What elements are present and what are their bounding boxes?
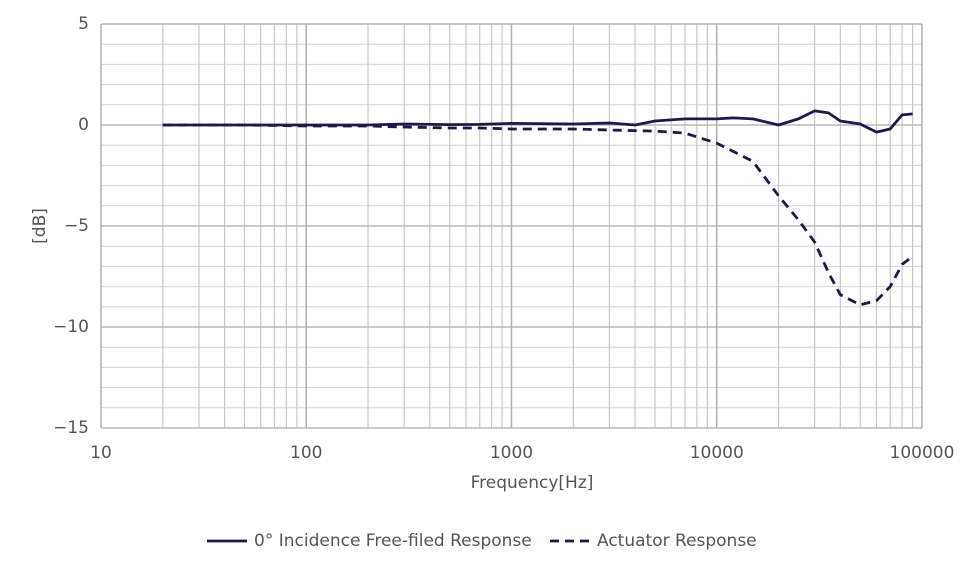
legend-label: Actuator Response [597,531,757,551]
y-axis-label: [dB] [30,208,50,244]
y-tick-label: −5 [64,216,89,236]
x-tick-label: 100000 [890,443,955,463]
x-axis-label: Frequency[Hz] [471,473,594,493]
series-line [162,123,914,307]
y-tick-label: 5 [78,14,89,34]
legend-label: 0° Incidence Free-filed Response [254,531,532,551]
x-tick-label: 10 [90,443,112,463]
x-tick-label: 100 [290,443,322,463]
series-line [162,109,913,134]
y-tick-label: 0 [78,115,89,135]
y-tick-label: −15 [53,418,89,438]
x-tick-label: 10000 [690,443,744,463]
y-tick-label: −10 [53,317,89,337]
x-tick-label: 1000 [490,443,533,463]
